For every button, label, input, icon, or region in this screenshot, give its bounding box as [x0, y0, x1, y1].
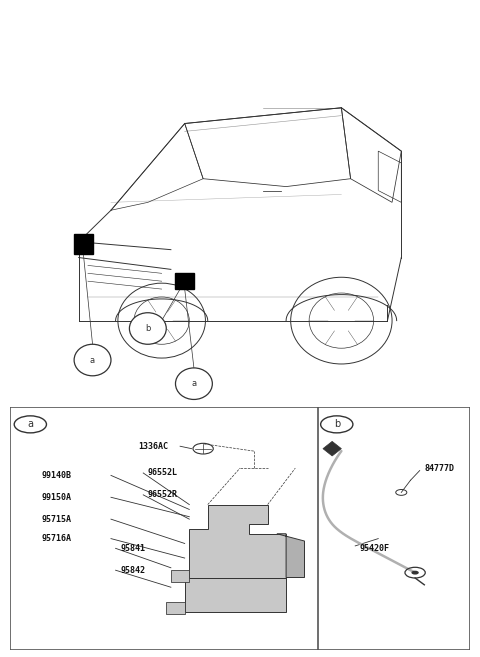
Bar: [74, 234, 93, 254]
Text: 1336AC: 1336AC: [139, 442, 168, 451]
Polygon shape: [166, 602, 185, 614]
Text: b: b: [334, 419, 340, 430]
Text: a: a: [192, 379, 196, 388]
Text: 95841: 95841: [120, 544, 145, 553]
Text: 84777D: 84777D: [424, 464, 454, 472]
Bar: [171, 570, 189, 582]
Circle shape: [74, 344, 111, 376]
Polygon shape: [189, 505, 286, 578]
Text: 99150A: 99150A: [42, 493, 72, 502]
Circle shape: [130, 313, 166, 344]
Polygon shape: [323, 442, 341, 456]
Bar: [176, 273, 194, 289]
Text: a: a: [90, 355, 95, 365]
Polygon shape: [277, 533, 304, 578]
Text: b: b: [145, 324, 151, 333]
Bar: [185, 578, 286, 612]
Circle shape: [14, 416, 47, 433]
Text: 95842: 95842: [120, 566, 145, 575]
Text: 99140B: 99140B: [42, 471, 72, 480]
Circle shape: [321, 416, 353, 433]
Text: 96552L: 96552L: [148, 468, 178, 478]
Circle shape: [176, 368, 212, 399]
Circle shape: [411, 571, 419, 575]
Text: 95715A: 95715A: [42, 514, 72, 524]
Text: 96552R: 96552R: [148, 490, 178, 499]
Text: a: a: [27, 419, 33, 430]
Text: 95420F: 95420F: [360, 544, 390, 553]
Text: 95716A: 95716A: [42, 534, 72, 543]
